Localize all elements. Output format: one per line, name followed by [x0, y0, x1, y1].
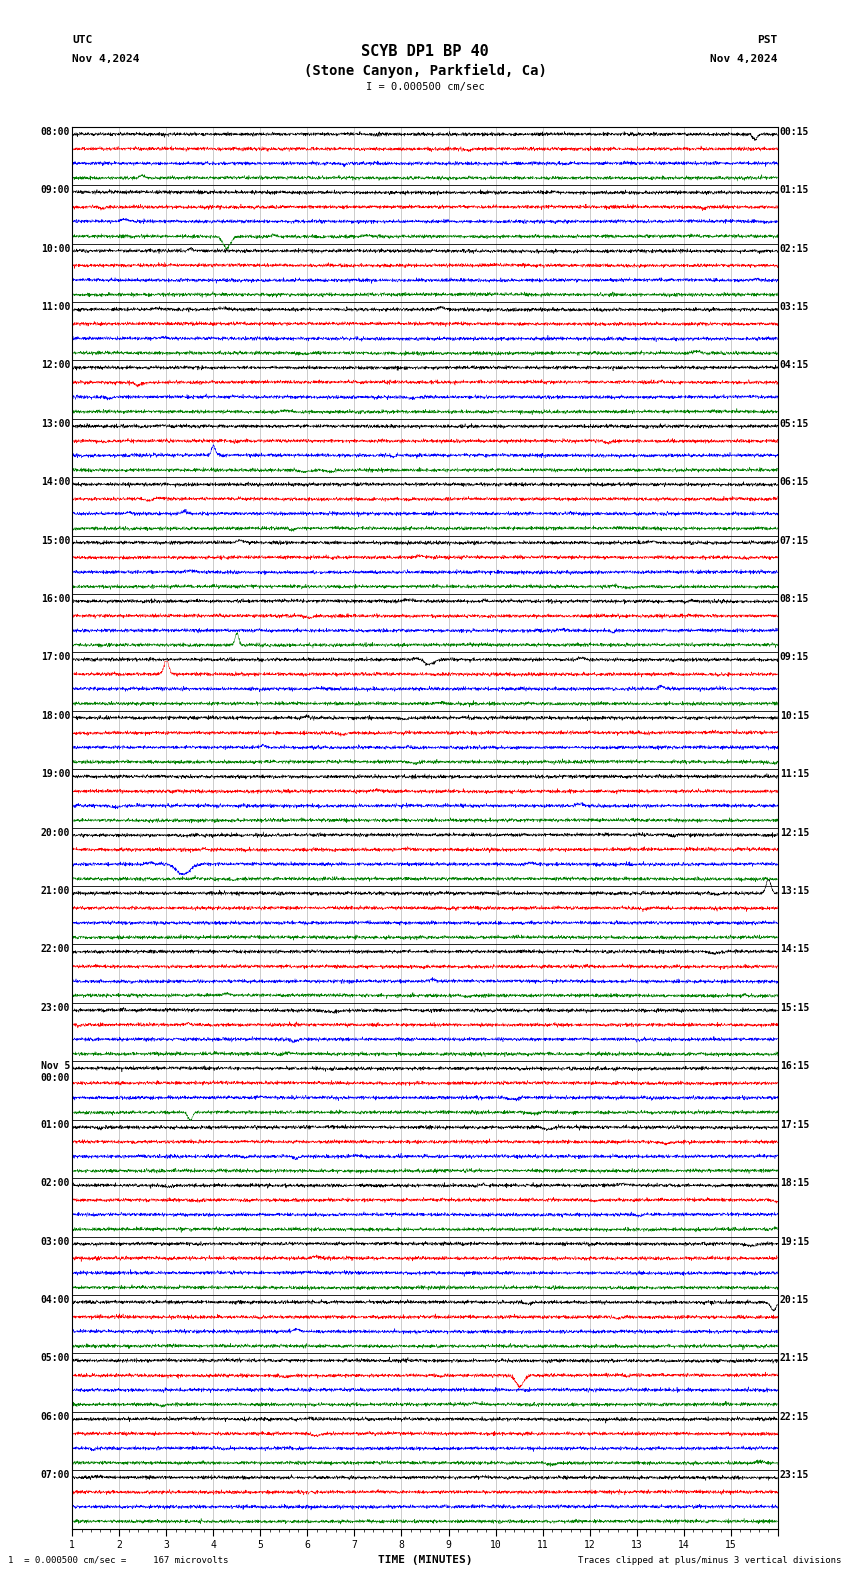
Text: Traces clipped at plus/minus 3 vertical divisions: Traces clipped at plus/minus 3 vertical … [578, 1555, 842, 1565]
Text: 18:15: 18:15 [779, 1178, 809, 1188]
Text: 02:00: 02:00 [41, 1178, 71, 1188]
Text: 06:00: 06:00 [41, 1411, 71, 1422]
Text: 16:00: 16:00 [41, 594, 71, 604]
Text: 09:00: 09:00 [41, 185, 71, 195]
Text: 15:00: 15:00 [41, 535, 71, 545]
X-axis label: TIME (MINUTES): TIME (MINUTES) [377, 1554, 473, 1565]
Text: 22:15: 22:15 [779, 1411, 809, 1422]
Text: 10:15: 10:15 [779, 711, 809, 721]
Text: Nov 5
00:00: Nov 5 00:00 [41, 1061, 71, 1083]
Text: 11:00: 11:00 [41, 303, 71, 312]
Text: 09:15: 09:15 [779, 653, 809, 662]
Text: 11:15: 11:15 [779, 770, 809, 779]
Text: 20:15: 20:15 [779, 1294, 809, 1305]
Text: 05:15: 05:15 [779, 418, 809, 429]
Text: 01:15: 01:15 [779, 185, 809, 195]
Text: 23:15: 23:15 [779, 1470, 809, 1479]
Text: UTC: UTC [72, 35, 93, 44]
Text: 12:15: 12:15 [779, 827, 809, 838]
Text: 14:15: 14:15 [779, 944, 809, 955]
Text: 06:15: 06:15 [779, 477, 809, 488]
Text: 02:15: 02:15 [779, 244, 809, 253]
Text: 18:00: 18:00 [41, 711, 71, 721]
Text: 05:00: 05:00 [41, 1353, 71, 1364]
Text: 03:00: 03:00 [41, 1237, 71, 1247]
Text: 00:15: 00:15 [779, 127, 809, 136]
Text: 21:15: 21:15 [779, 1353, 809, 1364]
Text: 12:00: 12:00 [41, 361, 71, 371]
Text: 13:00: 13:00 [41, 418, 71, 429]
Text: 08:15: 08:15 [779, 594, 809, 604]
Text: 10:00: 10:00 [41, 244, 71, 253]
Text: PST: PST [757, 35, 778, 44]
Text: 22:00: 22:00 [41, 944, 71, 955]
Text: I = 0.000500 cm/sec: I = 0.000500 cm/sec [366, 82, 484, 92]
Text: 19:15: 19:15 [779, 1237, 809, 1247]
Text: 20:00: 20:00 [41, 827, 71, 838]
Text: 08:00: 08:00 [41, 127, 71, 136]
Text: 17:15: 17:15 [779, 1120, 809, 1129]
Text: 01:00: 01:00 [41, 1120, 71, 1129]
Text: 16:15: 16:15 [779, 1061, 809, 1071]
Text: 23:00: 23:00 [41, 1003, 71, 1012]
Text: Nov 4,2024: Nov 4,2024 [72, 54, 139, 63]
Text: 19:00: 19:00 [41, 770, 71, 779]
Text: Nov 4,2024: Nov 4,2024 [711, 54, 778, 63]
Text: 17:00: 17:00 [41, 653, 71, 662]
Text: SCYB DP1 BP 40: SCYB DP1 BP 40 [361, 44, 489, 59]
Text: 21:00: 21:00 [41, 885, 71, 897]
Text: 15:15: 15:15 [779, 1003, 809, 1012]
Text: 03:15: 03:15 [779, 303, 809, 312]
Text: (Stone Canyon, Parkfield, Ca): (Stone Canyon, Parkfield, Ca) [303, 63, 547, 78]
Text: 04:15: 04:15 [779, 361, 809, 371]
Text: 04:00: 04:00 [41, 1294, 71, 1305]
Text: 13:15: 13:15 [779, 885, 809, 897]
Text: 14:00: 14:00 [41, 477, 71, 488]
Text: 07:15: 07:15 [779, 535, 809, 545]
Text: 07:00: 07:00 [41, 1470, 71, 1479]
Text: 1  = 0.000500 cm/sec =     167 microvolts: 1 = 0.000500 cm/sec = 167 microvolts [8, 1555, 229, 1565]
